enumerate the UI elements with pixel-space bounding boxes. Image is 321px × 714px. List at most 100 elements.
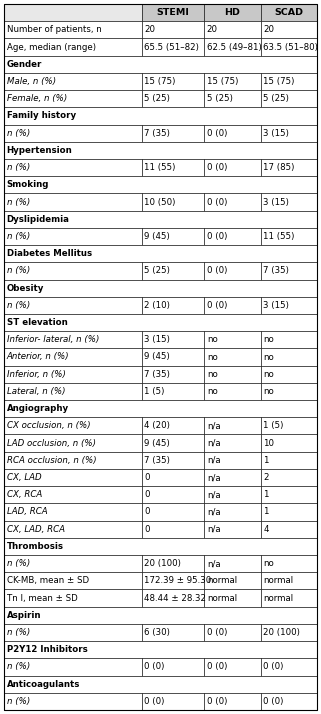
Text: 20 (100): 20 (100) [263, 628, 300, 637]
Bar [261, 624, 317, 641]
Text: 63.5 (51–80): 63.5 (51–80) [263, 43, 318, 51]
Bar [4, 39, 142, 56]
Text: Number of patients, n: Number of patients, n [6, 25, 101, 34]
Bar [204, 21, 261, 39]
Text: 172.39 ± 95.30: 172.39 ± 95.30 [144, 576, 212, 585]
Text: n/a: n/a [207, 559, 221, 568]
Text: CX, LAD: CX, LAD [6, 473, 41, 482]
Bar [142, 21, 204, 39]
Text: no: no [263, 336, 274, 344]
Bar [261, 21, 317, 39]
Bar [142, 348, 204, 366]
Bar [4, 538, 317, 555]
Text: 0: 0 [144, 491, 150, 499]
Text: CX, RCA: CX, RCA [6, 491, 42, 499]
Text: 0 (0): 0 (0) [207, 628, 227, 637]
Text: 6 (30): 6 (30) [144, 628, 170, 637]
Bar [4, 435, 142, 452]
Text: 9 (45): 9 (45) [144, 353, 170, 361]
Bar [142, 124, 204, 142]
Bar [204, 228, 261, 245]
Text: 20: 20 [263, 25, 274, 34]
Text: SCAD: SCAD [274, 8, 303, 17]
Bar [4, 675, 317, 693]
Text: no: no [207, 336, 218, 344]
Bar [4, 693, 142, 710]
Bar [204, 658, 261, 675]
Text: 0 (0): 0 (0) [207, 663, 227, 671]
Text: 62.5 (49–81): 62.5 (49–81) [207, 43, 262, 51]
Text: 10 (50): 10 (50) [144, 198, 176, 206]
Bar [4, 314, 317, 331]
Bar [4, 228, 142, 245]
Text: 0 (0): 0 (0) [263, 663, 283, 671]
Bar [4, 176, 317, 193]
Bar [142, 331, 204, 348]
Bar [204, 193, 261, 211]
Bar [261, 572, 317, 590]
Bar [4, 4, 142, 21]
Text: Gender: Gender [6, 60, 42, 69]
Bar [261, 90, 317, 107]
Bar [142, 159, 204, 176]
Text: LAD occlusion, n (%): LAD occlusion, n (%) [6, 438, 96, 448]
Text: 20: 20 [144, 25, 155, 34]
Bar [4, 469, 142, 486]
Text: n/a: n/a [207, 421, 221, 431]
Bar [142, 486, 204, 503]
Bar [204, 159, 261, 176]
Bar [4, 124, 142, 142]
Bar [204, 555, 261, 572]
Bar [204, 572, 261, 590]
Bar [261, 658, 317, 675]
Bar [204, 39, 261, 56]
Bar [261, 383, 317, 400]
Bar [4, 331, 142, 348]
Bar [204, 521, 261, 538]
Text: n/a: n/a [207, 508, 221, 516]
Bar [4, 658, 142, 675]
Bar [4, 90, 142, 107]
Bar [4, 262, 142, 279]
Bar [204, 124, 261, 142]
Text: n (%): n (%) [6, 163, 30, 172]
Text: 0: 0 [144, 525, 150, 533]
Bar [142, 228, 204, 245]
Bar [4, 159, 142, 176]
Text: n (%): n (%) [6, 129, 30, 138]
Bar [261, 521, 317, 538]
Text: 0 (0): 0 (0) [207, 163, 227, 172]
Text: 48.44 ± 28.32: 48.44 ± 28.32 [144, 593, 206, 603]
Text: no: no [207, 370, 218, 378]
Bar [142, 503, 204, 521]
Bar [261, 693, 317, 710]
Text: n/a: n/a [207, 525, 221, 533]
Bar [204, 331, 261, 348]
Bar [261, 124, 317, 142]
Bar [4, 503, 142, 521]
Text: no: no [207, 387, 218, 396]
Bar [261, 417, 317, 435]
Bar [4, 245, 317, 262]
Text: 3 (15): 3 (15) [263, 198, 289, 206]
Bar [142, 297, 204, 314]
Bar [4, 21, 142, 39]
Bar [4, 555, 142, 572]
Bar [261, 503, 317, 521]
Bar [204, 417, 261, 435]
Text: Tn I, mean ± SD: Tn I, mean ± SD [6, 593, 77, 603]
Bar [204, 469, 261, 486]
Text: 9 (45): 9 (45) [144, 232, 170, 241]
Bar [4, 56, 317, 73]
Bar [261, 452, 317, 469]
Bar [204, 348, 261, 366]
Text: 1: 1 [263, 491, 269, 499]
Text: normal: normal [207, 593, 237, 603]
Text: 65.5 (51–82): 65.5 (51–82) [144, 43, 199, 51]
Text: 15 (75): 15 (75) [207, 77, 238, 86]
Text: 4 (20): 4 (20) [144, 421, 170, 431]
Bar [204, 383, 261, 400]
Bar [142, 572, 204, 590]
Bar [142, 469, 204, 486]
Text: 0 (0): 0 (0) [207, 232, 227, 241]
